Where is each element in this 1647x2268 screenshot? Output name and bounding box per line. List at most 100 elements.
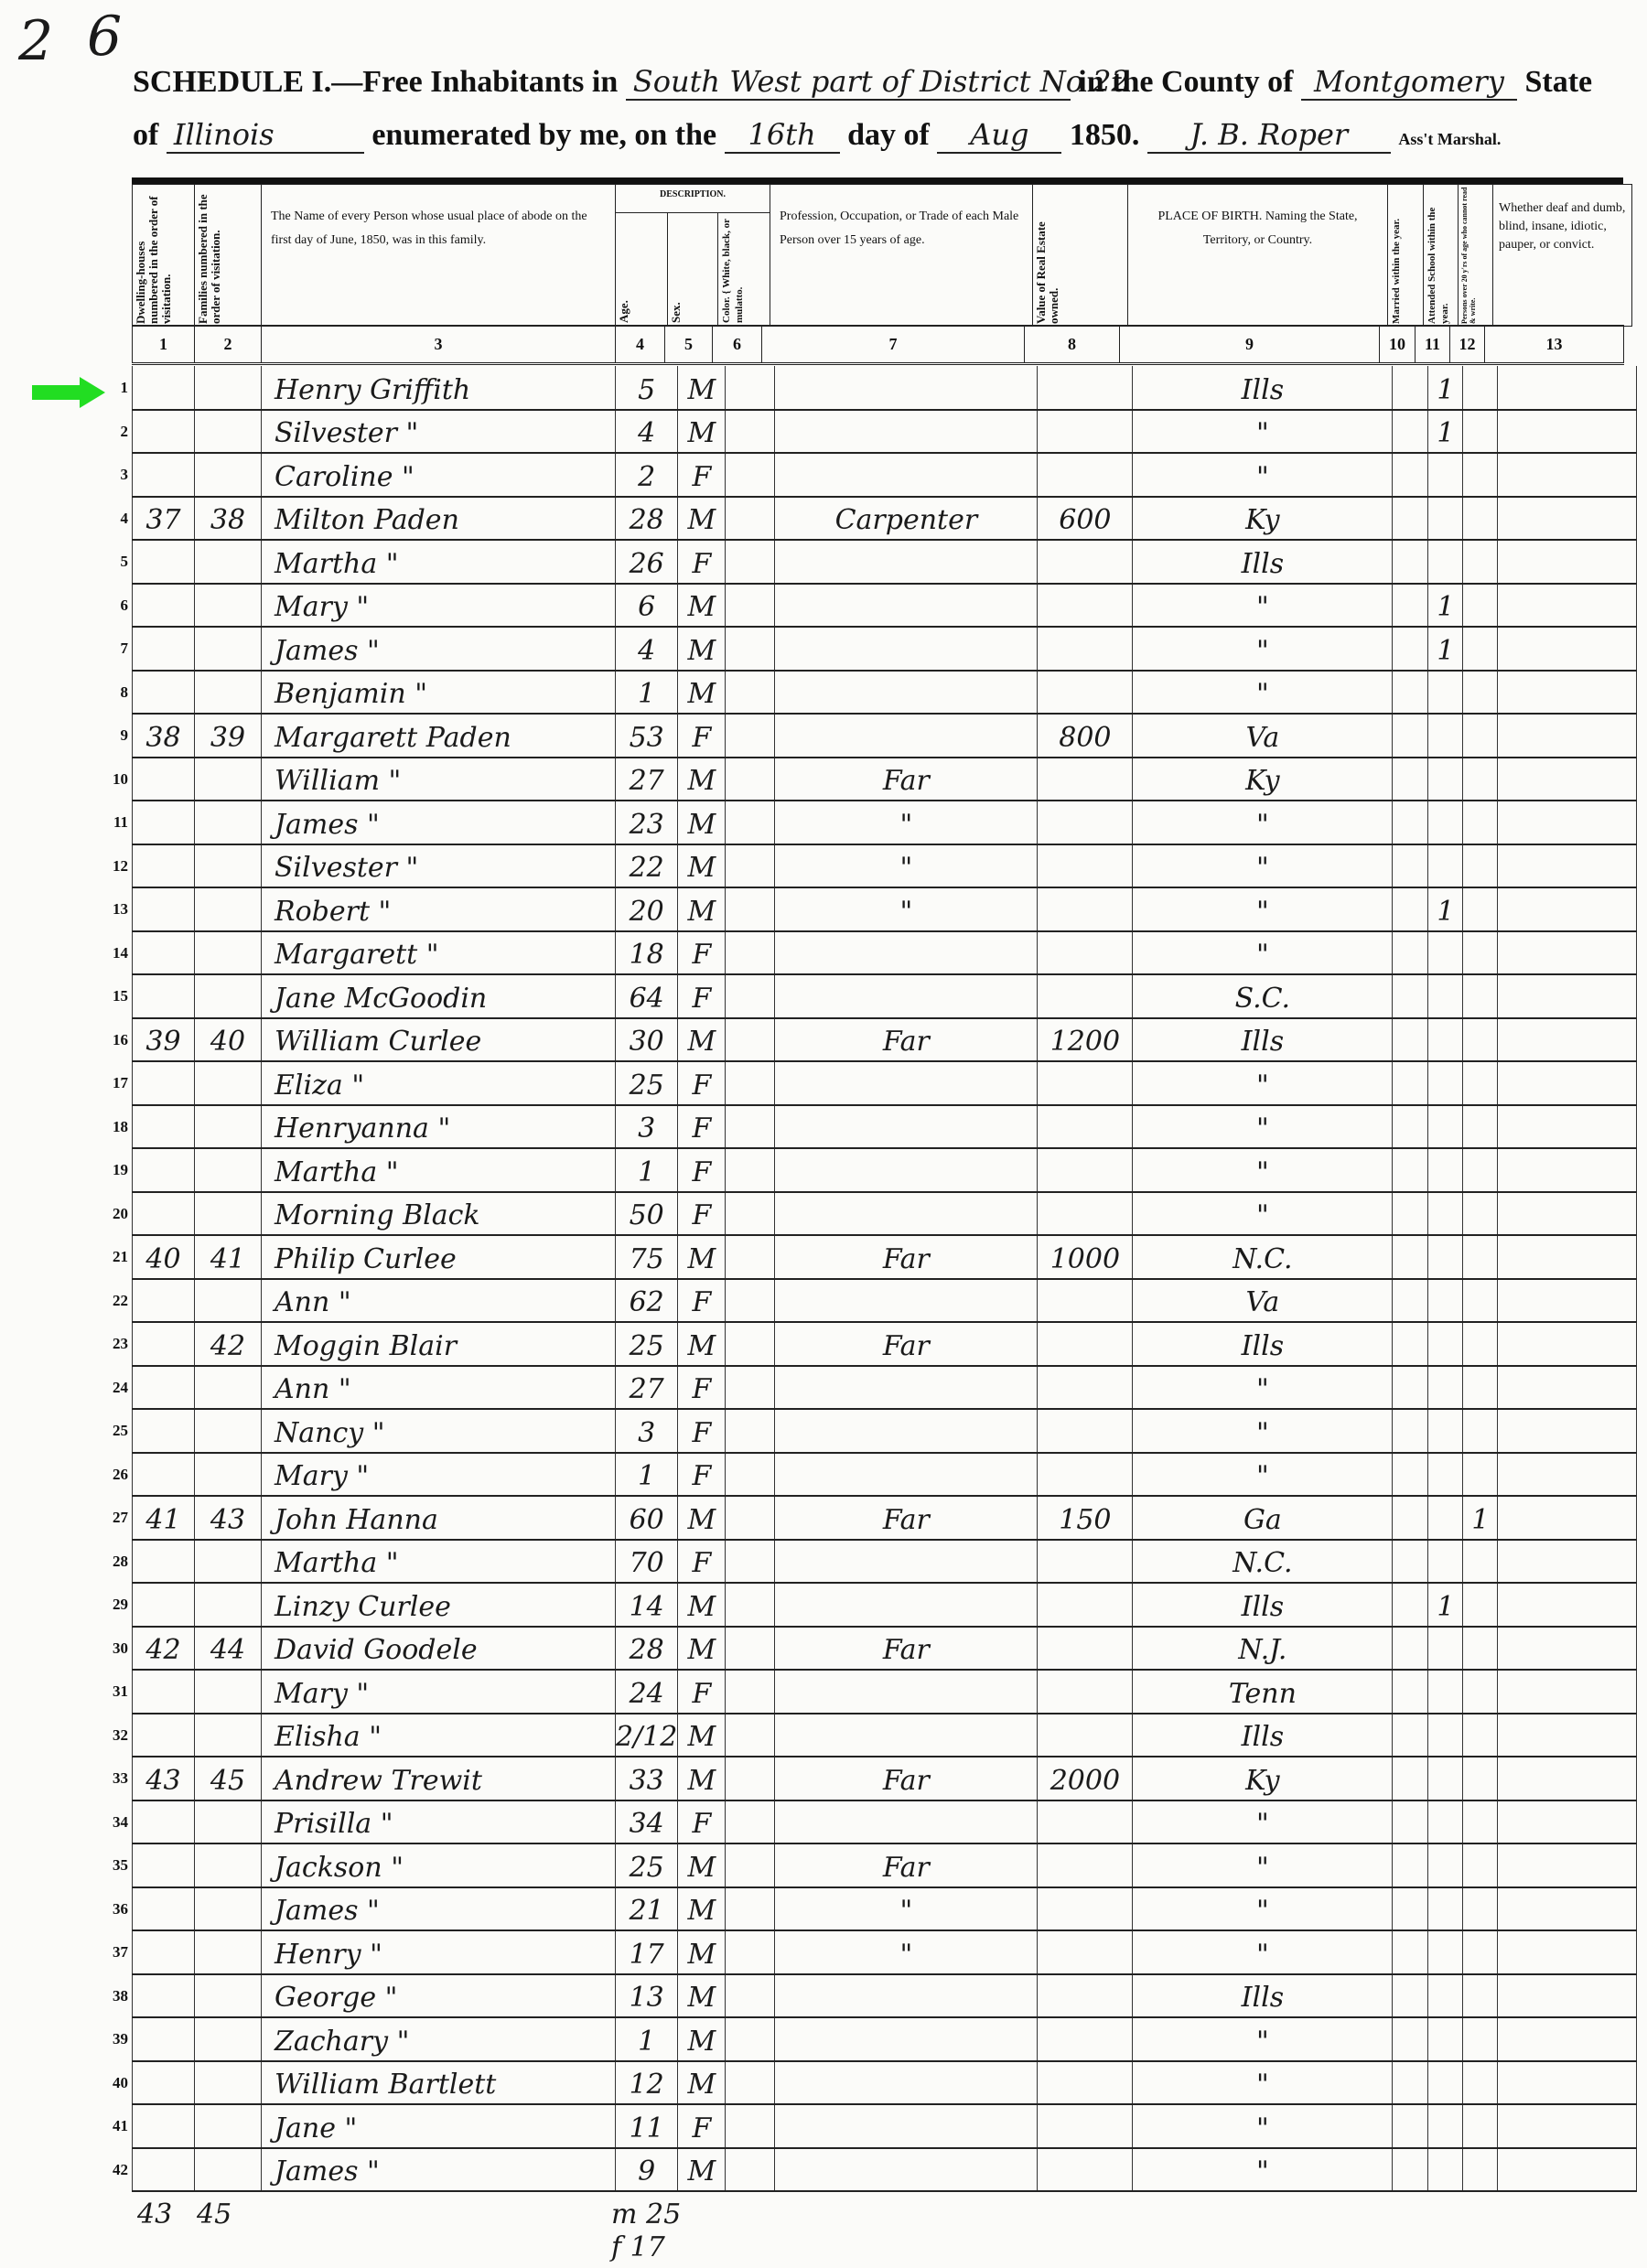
cell-family-number [194,844,262,888]
line-number: 1 [120,379,129,396]
line-number: 17 [113,1074,128,1091]
cell-married [1392,1626,1429,1671]
table-row: Henry Griffith 5 M Ills 1 [132,366,1638,411]
cell-dwelling-number [132,670,195,715]
cell-attended-school [1427,1017,1464,1062]
cell-deaf-blind [1497,496,1638,541]
cell-cannot-read [1462,757,1499,801]
cell-real-estate-value [1037,409,1134,454]
cell-sex: F [677,1061,727,1106]
cell-birthplace: " [1132,1452,1394,1497]
cell-family-number [194,2060,262,2105]
cell-age: 60 [614,1496,679,1541]
cell-occupation: " [774,801,1039,845]
cell-attended-school [1427,2104,1464,2149]
cell-age: 33 [614,1757,679,1801]
cell-real-estate-value [1037,801,1134,845]
cell-cannot-read [1462,930,1499,975]
cell-attended-school [1427,1104,1464,1149]
cell-attended-school [1427,1886,1464,1931]
cell-age: 64 [614,974,679,1019]
cell-person-name: Margarett " [261,930,616,975]
line-number: 11 [113,813,128,831]
cell-real-estate-value [1037,2060,1134,2105]
cell-deaf-blind [1497,2104,1638,2149]
cell-attended-school: 1 [1427,887,1464,932]
cell-family-number: 44 [194,1626,262,1671]
cell-deaf-blind [1497,670,1638,715]
cell-deaf-blind [1497,1757,1638,1801]
cell-deaf-blind [1497,1539,1638,1584]
cell-birthplace: " [1132,453,1394,498]
cell-family-number [194,409,262,454]
cell-age: 1 [614,1148,679,1193]
cell-real-estate-value [1037,844,1134,888]
cell-age: 20 [614,887,679,932]
enumerated-label: enumerated by me, on the [371,118,717,152]
cell-deaf-blind [1497,540,1638,585]
cell-real-estate-value [1037,1539,1134,1584]
cell-age: 4 [614,627,679,672]
cell-married [1392,583,1429,628]
cell-age: 6 [614,583,679,628]
cell-deaf-blind [1497,1235,1638,1280]
cell-cannot-read [1462,1409,1499,1454]
cell-dwelling-number [132,409,195,454]
cell-age: 9 [614,2147,679,2192]
cell-occupation [774,1452,1039,1497]
line-number: 16 [113,1030,128,1048]
column-number: 9 [1119,325,1380,365]
cell-sex: M [677,2017,727,2062]
cell-color [725,1670,776,1714]
cell-person-name: James " [261,627,616,672]
cell-dwelling-number [132,583,195,628]
cell-age: 50 [614,1191,679,1236]
cell-dwelling-number [132,844,195,888]
cell-cannot-read [1462,409,1499,454]
cell-birthplace: " [1132,1148,1394,1193]
line-number: 26 [113,1465,128,1483]
cell-person-name: Nancy " [261,1409,616,1454]
cell-real-estate-value [1037,887,1134,932]
cell-cannot-read [1462,1148,1499,1193]
cell-sex: F [677,1191,727,1236]
cell-family-number [194,2104,262,2149]
cell-deaf-blind [1497,1191,1638,1236]
cell-birthplace: Ky [1132,496,1394,541]
cell-birthplace: N.C. [1132,1235,1394,1280]
cell-deaf-blind [1497,801,1638,845]
column-numbers: 1 2 3 4 5 6 7 8 9 10 11 12 13 [132,325,1624,365]
cell-attended-school [1427,1973,1464,2018]
cell-real-estate-value [1037,1886,1134,1931]
cell-cannot-read [1462,1539,1499,1584]
cell-age: 22 [614,844,679,888]
state-field: Illinois [166,117,364,154]
cell-sex: M [677,1713,727,1757]
cell-real-estate-value [1037,1583,1134,1628]
cell-occupation [774,2147,1039,2192]
cell-deaf-blind [1497,1017,1638,1062]
cell-sex: M [677,366,727,411]
column-headers: Dwelling-houses numbered in the order of… [132,184,1632,327]
cell-color [725,930,776,975]
cell-deaf-blind [1497,974,1638,1019]
cell-attended-school [1427,714,1464,758]
cell-married [1392,496,1429,541]
table-row: James " 9 M " [132,2147,1638,2192]
cell-dwelling-number [132,366,195,411]
cell-person-name: Morning Black [261,1191,616,1236]
cell-cannot-read [1462,714,1499,758]
cell-color [725,1235,776,1280]
county-field: Montgomery [1300,64,1517,101]
cell-married [1392,1930,1429,1975]
cell-attended-school [1427,2147,1464,2192]
cell-person-name: Zachary " [261,2017,616,2062]
cell-age: 17 [614,1930,679,1975]
cell-real-estate-value [1037,1800,1134,1844]
cell-occupation [774,2060,1039,2105]
cell-dwelling-number [132,1365,195,1410]
cell-family-number [194,1148,262,1193]
cell-dwelling-number [132,1930,195,1975]
cell-color [725,627,776,672]
cell-birthplace: " [1132,1930,1394,1975]
